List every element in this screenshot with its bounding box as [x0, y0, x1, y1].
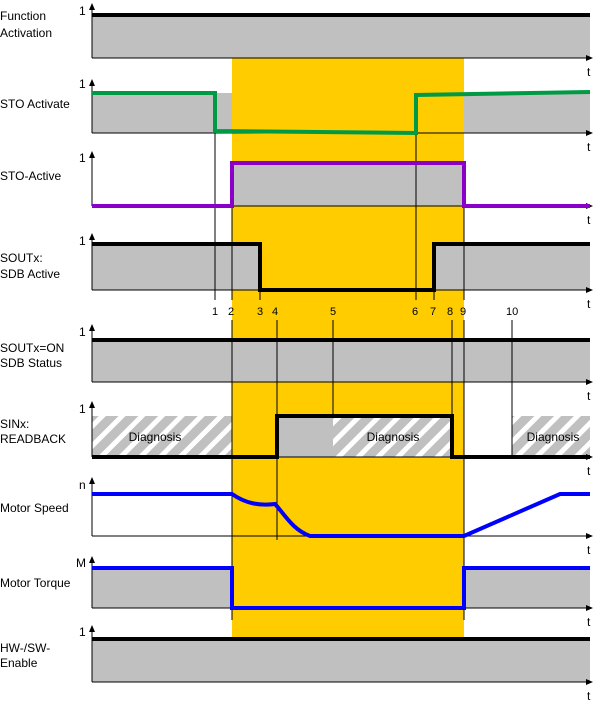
event-marker: 5 [330, 306, 336, 318]
torque-m-label: M [76, 556, 86, 570]
speed-n-label: n [79, 478, 86, 492]
sin-readback-label: SINx: [0, 417, 29, 431]
sin-readback-label: READBACK [0, 432, 66, 446]
time-axis-label: t [587, 389, 591, 403]
level-1-label: 1 [79, 402, 86, 416]
sto-activate-signal [92, 90, 591, 136]
event-marker: 6 [412, 306, 418, 318]
sout-sdb-label: SDB Active [0, 267, 60, 281]
event-marker: 3 [257, 306, 263, 318]
event-marker: 10 [506, 306, 518, 318]
diagnosis-label: Diagnosis [367, 430, 420, 444]
hwsw-enable-label: Enable [0, 656, 38, 670]
sout-status-area [92, 340, 590, 382]
sout-sdb-signal [92, 242, 590, 292]
event-marker: 4 [272, 306, 278, 318]
time-axis-label: t [587, 689, 591, 703]
motor-speed-signal [92, 492, 590, 538]
level-1-label: 1 [79, 234, 86, 248]
event-marker: 7 [430, 306, 436, 318]
time-axis-label: t [587, 543, 591, 557]
hwsw-enable-label: HW-/SW- [0, 641, 50, 655]
sout-sdb-label: SOUTx: [0, 251, 43, 265]
sto-activate-label: STO Activate [0, 97, 70, 111]
sout-status-label: SDB Status [0, 356, 62, 370]
sto-active-label: STO-Active [0, 169, 61, 183]
event-marker: 9 [460, 306, 466, 318]
time-axis-label: t [587, 297, 591, 311]
level-1-label: 1 [79, 77, 86, 91]
event-marker: 8 [447, 306, 453, 318]
function-activation-label: Function [0, 9, 46, 23]
event-marker: 1 [212, 306, 218, 318]
diagnosis-label: Diagnosis [129, 430, 182, 444]
axis-arrows [89, 3, 593, 685]
sto-active-signal [92, 161, 590, 208]
time-axis-label: t [587, 615, 591, 629]
hwsw-enable-area [92, 639, 590, 682]
signals [92, 13, 591, 641]
motor-speed-label: Motor Speed [0, 501, 69, 515]
level-1-label: 1 [79, 4, 86, 18]
sout-status-label: SOUTx=ON [0, 341, 64, 355]
level-1-label: 1 [79, 625, 86, 639]
time-axis-label: t [587, 464, 591, 478]
sin-readback-signal [92, 414, 590, 459]
time-axis-label: t [587, 65, 591, 79]
sto-activate-area [92, 93, 590, 133]
level-1-label: 1 [79, 151, 86, 165]
time-axis-label: t [587, 213, 591, 227]
diagnosis-label: Diagnosis [527, 430, 580, 444]
sin-readback-area [92, 416, 590, 457]
motor-torque-area [92, 568, 590, 608]
time-axis-label: t [587, 140, 591, 154]
function-activation-area [92, 15, 590, 58]
motor-torque-signal [92, 566, 590, 610]
event-marker: 2 [228, 306, 234, 318]
sto-active-area [232, 163, 464, 206]
level-1-label: 1 [79, 325, 86, 339]
motor-torque-label: Motor Torque [0, 576, 71, 590]
function-activation-label: Activation [0, 26, 52, 40]
